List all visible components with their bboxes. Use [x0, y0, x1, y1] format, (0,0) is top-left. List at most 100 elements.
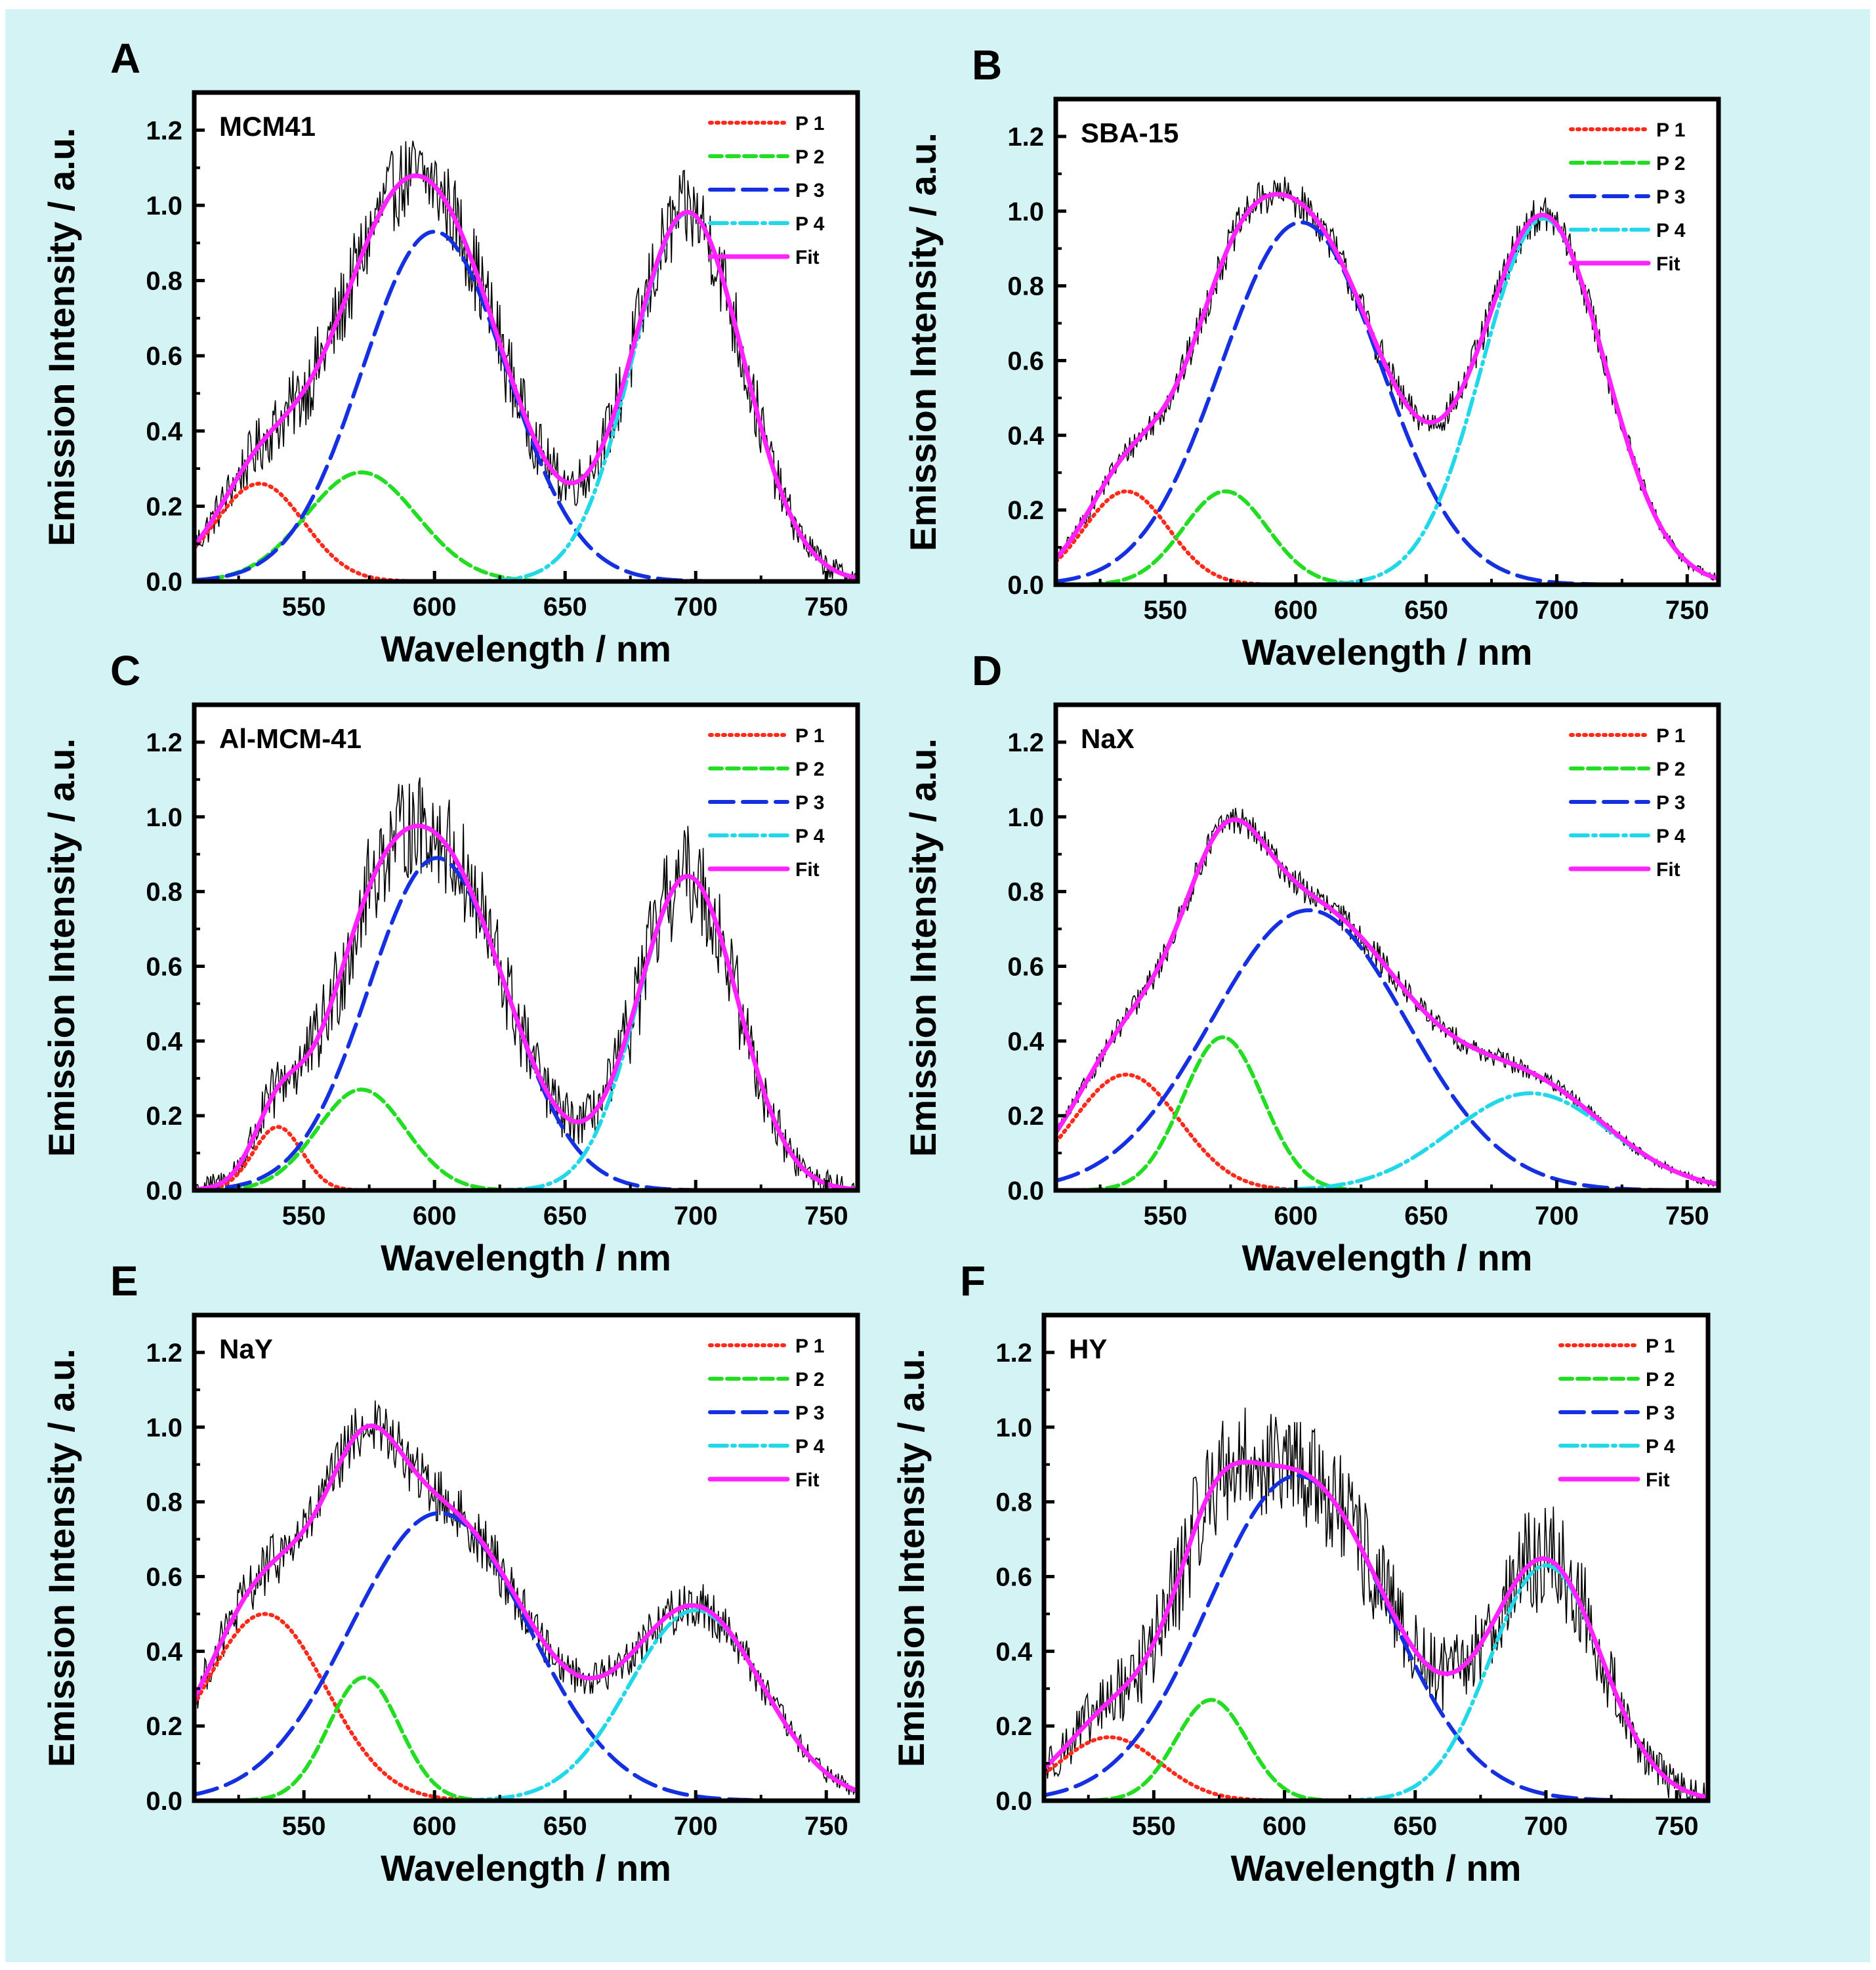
legend-label: P 2 — [795, 1369, 825, 1391]
y-tick-label: 1.2 — [995, 1339, 1032, 1368]
y-tick-label: 0.8 — [146, 878, 182, 907]
legend-label: P 3 — [1656, 186, 1686, 208]
legend-label: Fit — [1656, 253, 1680, 275]
y-axis-title: Emission Intensity / a.u. — [41, 738, 82, 1157]
y-tick-label: 1.2 — [146, 116, 182, 145]
y-tick-label: 0.8 — [1007, 272, 1044, 301]
y-axis-title: Emission Intensity / a.u. — [902, 738, 944, 1157]
y-tick-label: 0.6 — [146, 952, 182, 981]
panel-letter-a: A — [110, 35, 140, 82]
plot-area — [1056, 705, 1719, 1190]
x-tick-label: 550 — [1144, 596, 1188, 625]
legend-label: P 2 — [1656, 759, 1686, 780]
plot-area — [194, 705, 858, 1190]
y-tick-label: 0.2 — [146, 1102, 182, 1131]
series-line-p3 — [1054, 908, 1720, 1192]
legend-label: P 4 — [795, 213, 825, 235]
legend-label: P 1 — [795, 1335, 825, 1357]
legend-label: P 1 — [1646, 1335, 1675, 1357]
sample-label: NaY — [219, 1333, 273, 1364]
x-tick-label: 550 — [282, 1812, 326, 1841]
y-axis-title: Emission Intensity / a.u. — [41, 128, 82, 547]
legend-label: P 4 — [1656, 826, 1686, 847]
y-axis-title: Emission Intensity / a.u. — [890, 1349, 932, 1767]
x-tick-label: 600 — [413, 1202, 457, 1230]
x-tick-label: 750 — [804, 1202, 848, 1230]
plot-area — [194, 1315, 858, 1801]
panel-letter-f: F — [960, 1257, 986, 1305]
x-tick-label: 700 — [674, 1202, 718, 1230]
legend-label: Fit — [1656, 859, 1680, 881]
legend-label: Fit — [1646, 1469, 1670, 1491]
legend-label: P 4 — [795, 826, 825, 847]
legend-label: P 3 — [795, 180, 825, 201]
y-tick-label: 1.0 — [146, 1414, 182, 1442]
x-tick-label: 700 — [1535, 596, 1579, 625]
x-tick-label: 550 — [282, 593, 326, 621]
x-tick-label: 750 — [1665, 596, 1709, 625]
panel-letter-e: E — [110, 1257, 138, 1305]
panel-letter-c: C — [110, 647, 140, 694]
legend-label: P 4 — [795, 1436, 825, 1457]
series-line-p3 — [1054, 220, 1720, 587]
y-tick-label: 0.0 — [995, 1787, 1032, 1816]
panel-f: F 550 600 650 700 750 0.0 0.2 0.4 0.6 0.8 1.0 1.2 Wav… — [890, 1257, 1711, 1889]
x-tick-label: 750 — [804, 1812, 848, 1841]
y-tick-label: 0.4 — [146, 1027, 182, 1056]
legend-label: P 3 — [795, 1402, 825, 1424]
x-tick-label: 650 — [1404, 596, 1448, 625]
x-tick-label: 650 — [543, 1202, 587, 1230]
y-axis-title: Emission Intensity / a.u. — [902, 133, 944, 551]
y-tick-label: 0.8 — [995, 1488, 1032, 1517]
figure-background: A 550 600 650 700 750 0.0 0.2 0.4 0.6 0.8 1.0 1.2 Wav… — [5, 9, 1870, 1962]
plot-area — [1044, 1315, 1708, 1801]
y-tick-label: 0.4 — [1007, 421, 1044, 450]
legend-label: P 3 — [795, 792, 825, 814]
x-tick-label: 600 — [1274, 1202, 1318, 1230]
y-tick-label: 0.6 — [146, 342, 182, 371]
series-line-fit — [1042, 1459, 1709, 1800]
series-line-fit — [194, 823, 858, 1192]
y-tick-label: 0.8 — [146, 267, 182, 296]
legend-label: P 3 — [1656, 792, 1686, 814]
x-tick-label: 750 — [1665, 1202, 1709, 1230]
legend-label: Fit — [795, 859, 820, 881]
legend-label: Fit — [795, 247, 820, 268]
y-tick-label: 0.2 — [146, 1712, 182, 1741]
x-tick-label: 700 — [1524, 1812, 1568, 1841]
legend: P 1 P 2 P 3 P 4 Fit — [707, 113, 825, 268]
y-tick-label: 0.0 — [146, 568, 182, 597]
plot-frame — [1053, 702, 1721, 1193]
y-tick-label: 0.2 — [1007, 496, 1044, 525]
series-line-fit — [1054, 817, 1719, 1187]
y-axis-title: Emission Intensity / a.u. — [41, 1349, 82, 1767]
y-tick-label: 1.0 — [995, 1414, 1032, 1442]
series-line-fit — [1054, 192, 1720, 581]
legend: P 1 P 2 P 3 P 4 Fit — [707, 725, 825, 881]
legend-label: P 2 — [1646, 1369, 1675, 1391]
plot-frame — [1053, 96, 1721, 587]
y-tick-label: 0.2 — [146, 492, 182, 521]
panel-letter-d: D — [972, 647, 1002, 694]
y-tick-label: 1.0 — [1007, 803, 1044, 832]
y-tick-label: 1.0 — [1007, 198, 1044, 226]
sample-label: MCM41 — [219, 111, 316, 142]
legend-label: Fit — [795, 1469, 820, 1491]
legend-label: P 1 — [1656, 119, 1686, 141]
legend: P 1 P 2 P 3 P 4 Fit — [1568, 725, 1686, 881]
panel-letter-b: B — [972, 41, 1002, 89]
legend-label: P 3 — [1646, 1402, 1675, 1424]
x-tick-label: 600 — [1262, 1812, 1306, 1841]
x-tick-label: 550 — [1144, 1202, 1188, 1230]
sample-label: NaX — [1081, 723, 1135, 754]
x-tick-label: 550 — [1132, 1812, 1176, 1841]
x-tick-label: 600 — [413, 593, 457, 621]
plot-frame — [192, 1312, 860, 1803]
y-tick-label: 0.2 — [1007, 1102, 1044, 1131]
measured-spectrum-line — [1055, 808, 1719, 1188]
y-tick-label: 0.4 — [995, 1637, 1032, 1666]
measured-spectrum-line — [194, 1400, 858, 1795]
panel-a: A 550 600 650 700 750 0.0 0.2 0.4 0.6 0.8 1.0 1.2 Wav… — [41, 35, 860, 669]
x-tick-label: 650 — [1404, 1202, 1448, 1230]
sample-label: HY — [1069, 1333, 1107, 1364]
